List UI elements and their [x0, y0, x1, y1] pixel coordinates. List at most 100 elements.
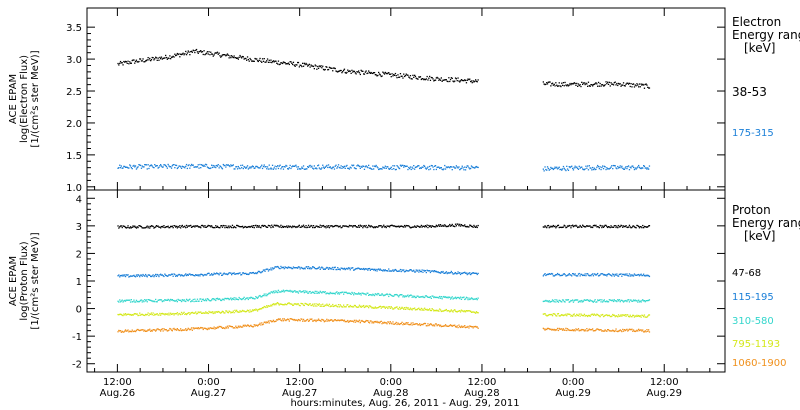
proton-series-0-point [334, 225, 336, 227]
electron-series-1-point [614, 165, 616, 167]
electron-series-1-point [162, 166, 164, 168]
proton-series-0-point [638, 227, 641, 229]
proton-series-1-point [383, 269, 385, 271]
proton-series-2-point [337, 292, 340, 294]
proton-series-1-point [289, 267, 291, 269]
proton-series-2-point [572, 301, 575, 303]
proton-series-2-point [324, 291, 326, 293]
electron-series-0-point [227, 54, 229, 56]
electron-series-0-point [555, 82, 557, 84]
proton-series-3-point [150, 312, 153, 314]
proton-series-4-point [582, 329, 584, 331]
electron-series-1-point [155, 165, 157, 167]
electron-series-1-point [381, 168, 383, 170]
electron-series-0-point [392, 75, 394, 77]
proton-series-3-point [600, 314, 602, 316]
proton-series-3-point [424, 307, 426, 309]
electron-series-1-point [545, 168, 547, 171]
proton-series-2-point [391, 295, 393, 297]
proton-series-2-point [353, 292, 356, 294]
proton-series-4-point [414, 323, 417, 325]
proton-series-4-point [471, 326, 473, 328]
proton-series-3-point [411, 309, 413, 311]
electron-series-0-point [224, 54, 226, 56]
electron-series-0-point [135, 59, 138, 61]
proton-series-1-point [262, 269, 265, 271]
proton-series-1-point [644, 275, 646, 277]
proton-series-0-point [241, 226, 243, 228]
electron-series-1-point [466, 165, 468, 167]
proton-series-2-point [165, 299, 167, 301]
proton-series-1-point [612, 273, 614, 275]
proton-series-2-point [363, 293, 366, 295]
proton-series-1-point [627, 275, 630, 277]
electron-series-0-point [307, 64, 310, 66]
proton-series-3-point [614, 316, 616, 318]
proton-series-1-point [442, 270, 444, 273]
proton-series-1-point [439, 272, 441, 274]
electron-series-0-point [126, 62, 128, 64]
electron-series-1-point [475, 165, 478, 168]
proton-series-4-point [162, 330, 164, 332]
electron-series-1-point [377, 167, 379, 169]
proton-series-2-point [226, 297, 229, 300]
proton-series-0-point [409, 227, 412, 229]
proton-series-1-point [153, 276, 155, 278]
electron-series-0-point [335, 70, 337, 72]
proton-series-1-point [141, 275, 143, 277]
proton-series-1-point [127, 274, 129, 276]
electron-series-0-point [230, 57, 232, 59]
electron-series-0-point [414, 75, 417, 78]
electron-series-1-point [256, 165, 258, 168]
proton-series-1-point [241, 272, 244, 274]
proton-series-3-point [381, 306, 383, 308]
electron-series-1-point [596, 166, 598, 168]
proton-series-3-point [626, 314, 628, 316]
electron-series-1-point [378, 168, 380, 171]
electron-series-0-point [434, 79, 437, 81]
electron-series-0-point [591, 84, 593, 86]
proton-series-2-point [312, 291, 314, 293]
proton-series-3-point [582, 314, 584, 317]
electron-series-0-point [457, 77, 459, 79]
proton-series-1-point [341, 267, 343, 269]
proton-series-1-point [568, 273, 570, 275]
proton-series-4-point [291, 318, 293, 320]
electron-series-0-point [236, 57, 238, 59]
electron-series-0-point [152, 57, 154, 59]
proton-series-0-point [212, 227, 214, 229]
electron-series-0-point [228, 57, 230, 59]
proton-series-3-point [579, 315, 581, 317]
electron-series-0-point [144, 61, 146, 63]
proton-series-4-point [403, 322, 405, 325]
proton-series-1-point [424, 270, 427, 272]
electron-series-0-point [276, 62, 278, 64]
electron-series-0-point [322, 65, 324, 67]
proton-series-3-point [616, 315, 618, 317]
electron-series-1-point [388, 168, 391, 170]
proton-series-4-point [398, 323, 400, 325]
proton-series-3-point [154, 313, 156, 315]
electron-series-0-point [191, 51, 193, 53]
electron-series-1-point [245, 167, 247, 169]
electron-series-1-point [130, 167, 132, 169]
electron-series-0-point [220, 56, 222, 58]
proton-series-4-point [190, 328, 192, 330]
proton-series-0-point [227, 225, 229, 227]
proton-series-0-point [345, 225, 347, 227]
electron-series-1-point [179, 165, 181, 167]
proton-series-0-point [297, 226, 299, 228]
electron-series-0-point [444, 79, 446, 81]
proton-series-1-point [360, 268, 362, 270]
proton-series-3-point [342, 306, 344, 308]
proton-series-3-point [369, 305, 371, 307]
electron-series-1-point [415, 166, 417, 168]
proton-series-2-point [341, 291, 343, 293]
proton-series-2-point [277, 291, 279, 294]
electron-series-1-point [123, 165, 125, 167]
proton-series-0-point [394, 225, 397, 228]
proton-series-4-point [353, 321, 355, 323]
proton-series-3-point [231, 311, 234, 314]
electron-series-0-point [627, 83, 630, 85]
electron-series-1-point [577, 168, 580, 170]
